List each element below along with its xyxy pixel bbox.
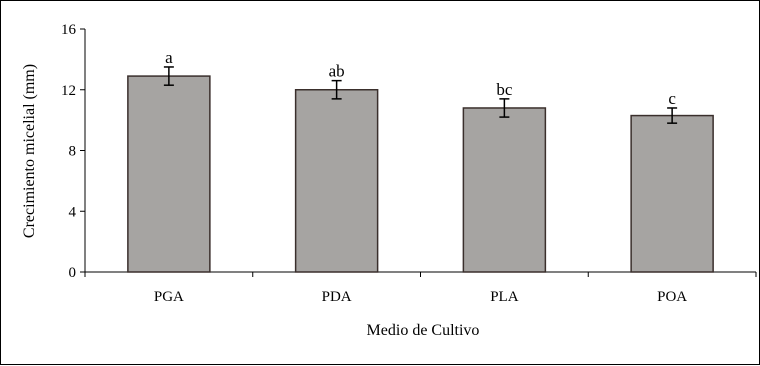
bar — [127, 75, 211, 273]
x-tick-label: PDA — [322, 289, 352, 305]
significance-label: ab — [329, 62, 345, 81]
x-tick-label: PLA — [490, 289, 519, 305]
y-axis-label: Crecimiento micelial (mm) — [21, 64, 38, 238]
y-tick-label: 8 — [69, 144, 77, 160]
bar — [462, 107, 547, 273]
x-tick-label: PGA — [154, 289, 184, 305]
y-tick-label: 12 — [61, 83, 76, 99]
significance-label: a — [165, 48, 173, 67]
y-tick-label: 16 — [61, 22, 77, 38]
significance-label: bc — [496, 80, 513, 99]
bar — [630, 114, 714, 273]
significance-label: c — [668, 89, 676, 108]
x-tick-label: POA — [657, 289, 687, 305]
x-axis-label: Medio de Cultivo — [367, 322, 480, 339]
bars: a PGA ab PDA bc PLA c POA — [127, 48, 714, 305]
y-tick-label: 0 — [69, 265, 77, 281]
y-tick-label: 4 — [69, 204, 77, 220]
bar — [294, 89, 379, 273]
